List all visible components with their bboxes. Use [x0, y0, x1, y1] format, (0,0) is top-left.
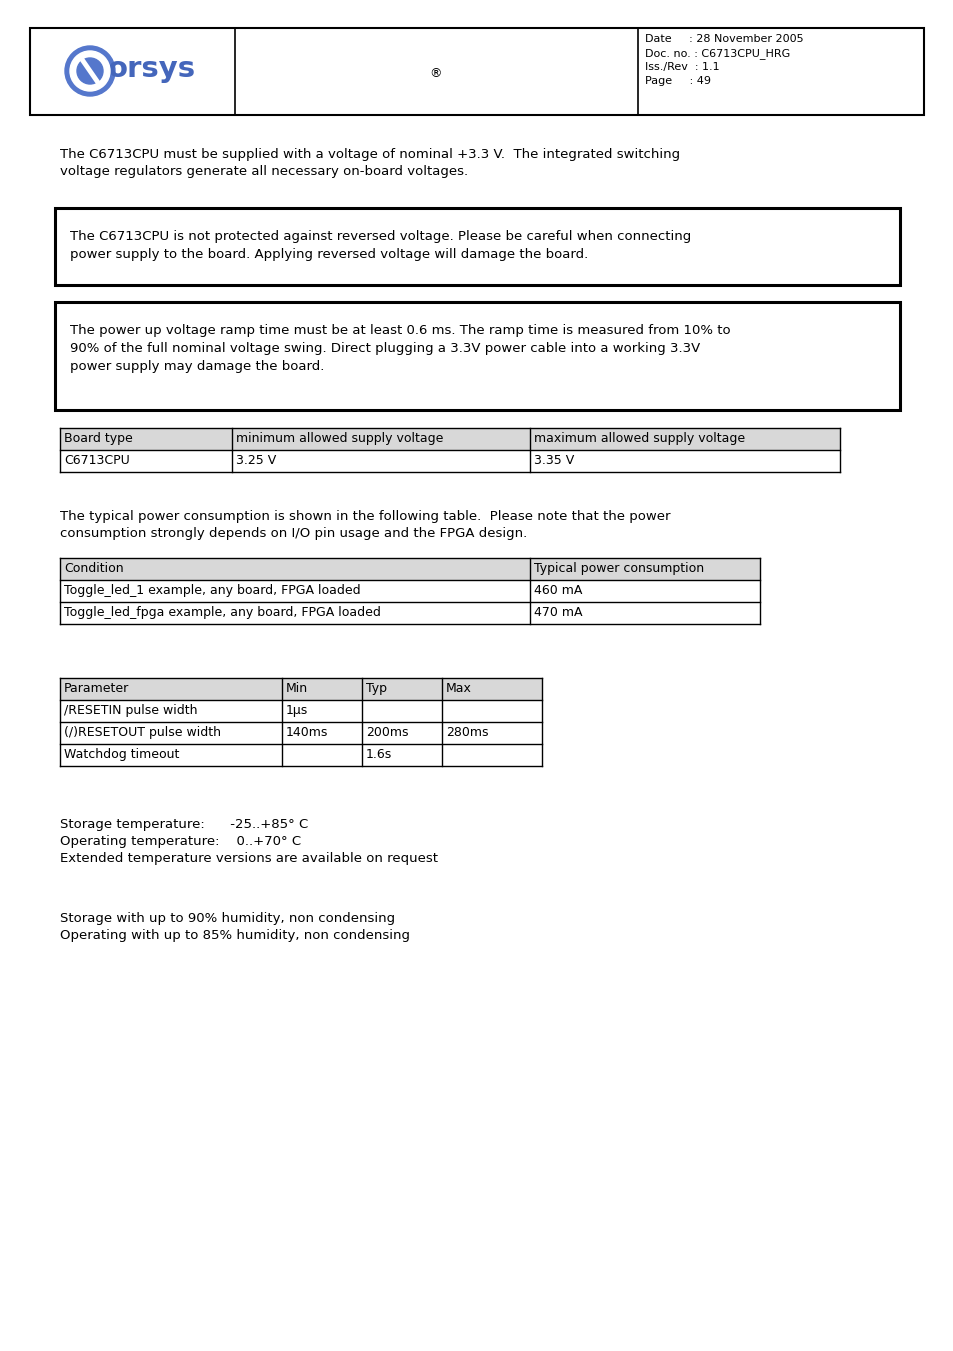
Text: C6713CPU: C6713CPU [64, 454, 130, 467]
Text: 460 mA: 460 mA [534, 584, 581, 597]
Text: 1μs: 1μs [286, 704, 308, 717]
Text: Storage temperature:      -25..+85° C: Storage temperature: -25..+85° C [60, 817, 308, 831]
Bar [55, 208, 899, 285]
Circle shape [77, 58, 103, 84]
Text: Parameter: Parameter [64, 682, 129, 694]
Text: 90% of the full nominal voltage swing. Direct plugging a 3.3V power cable into a: 90% of the full nominal voltage swing. D… [70, 342, 700, 355]
Text: Doc. no. : C6713CPU_HRG: Doc. no. : C6713CPU_HRG [644, 49, 789, 59]
Text: voltage regulators generate all necessary on-board voltages.: voltage regulators generate all necessar… [60, 165, 468, 178]
Text: Max: Max [446, 682, 472, 694]
Text: power supply to the board. Applying reversed voltage will damage the board.: power supply to the board. Applying reve… [70, 249, 588, 261]
Text: Board type: Board type [64, 432, 132, 444]
Text: Watchdog timeout: Watchdog timeout [64, 748, 179, 761]
Text: Toggle_led_1 example, any board, FPGA loaded: Toggle_led_1 example, any board, FPGA lo… [64, 584, 360, 597]
Text: Extended temperature versions are available on request: Extended temperature versions are availa… [60, 852, 437, 865]
Bar [30, 28, 923, 115]
Circle shape [65, 46, 115, 96]
Text: consumption strongly depends on I/O pin usage and the FPGA design.: consumption strongly depends on I/O pin … [60, 527, 527, 540]
Text: /RESETIN pulse width: /RESETIN pulse width [64, 704, 197, 717]
Text: Toggle_led_fpga example, any board, FPGA loaded: Toggle_led_fpga example, any board, FPGA… [64, 607, 380, 619]
Text: The C6713CPU is not protected against reversed voltage. Please be careful when c: The C6713CPU is not protected against re… [70, 230, 691, 243]
Bar [55, 303, 899, 409]
Bar [60, 678, 541, 700]
Bar [60, 558, 760, 580]
Text: Operating with up to 85% humidity, non condensing: Operating with up to 85% humidity, non c… [60, 929, 410, 942]
Text: 1.6s: 1.6s [366, 748, 392, 761]
Text: 470 mA: 470 mA [534, 607, 582, 619]
Text: The power up voltage ramp time must be at least 0.6 ms. The ramp time is measure: The power up voltage ramp time must be a… [70, 324, 730, 336]
Text: The C6713CPU must be supplied with a voltage of nominal +3.3 V.  The integrated : The C6713CPU must be supplied with a vol… [60, 149, 679, 161]
Text: power supply may damage the board.: power supply may damage the board. [70, 359, 324, 373]
Text: minimum allowed supply voltage: minimum allowed supply voltage [235, 432, 443, 444]
Text: (/)RESETOUT pulse width: (/)RESETOUT pulse width [64, 725, 221, 739]
Text: Iss./Rev  : 1.1: Iss./Rev : 1.1 [644, 62, 719, 72]
Text: 3.35 V: 3.35 V [534, 454, 574, 467]
Text: 280ms: 280ms [446, 725, 488, 739]
Text: Condition: Condition [64, 562, 124, 576]
Text: 200ms: 200ms [366, 725, 408, 739]
Text: Typ: Typ [366, 682, 387, 694]
Circle shape [70, 51, 110, 91]
Text: 140ms: 140ms [286, 725, 328, 739]
Text: Page     : 49: Page : 49 [644, 76, 710, 86]
Text: Date     : 28 November 2005: Date : 28 November 2005 [644, 34, 802, 45]
Text: ®: ® [429, 68, 442, 80]
Text: Storage with up to 90% humidity, non condensing: Storage with up to 90% humidity, non con… [60, 912, 395, 925]
Text: maximum allowed supply voltage: maximum allowed supply voltage [534, 432, 744, 444]
Text: orsys: orsys [108, 55, 196, 82]
Text: Operating temperature:    0..+70° C: Operating temperature: 0..+70° C [60, 835, 301, 848]
Text: The typical power consumption is shown in the following table.  Please note that: The typical power consumption is shown i… [60, 509, 670, 523]
Text: 3.25 V: 3.25 V [235, 454, 276, 467]
Bar [60, 428, 840, 450]
Text: Typical power consumption: Typical power consumption [534, 562, 703, 576]
Text: Min: Min [286, 682, 308, 694]
